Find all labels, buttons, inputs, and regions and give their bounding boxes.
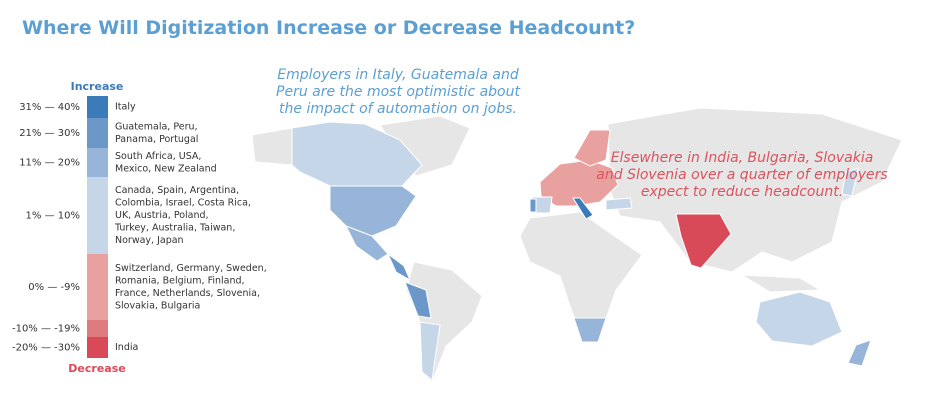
italy — [572, 197, 594, 220]
legend-swatch — [87, 148, 108, 177]
peru — [404, 281, 432, 319]
country-list: Italy — [115, 102, 136, 113]
country-list: Colombia, Israel, Costa Rica, — [115, 198, 251, 209]
country-list: Canada, Spain, Argentina, — [115, 185, 239, 196]
usa — [329, 185, 417, 237]
country-list: Switzerland, Germany, Sweden, — [115, 263, 267, 274]
decrease-label: Decrease — [68, 362, 125, 375]
japan — [841, 167, 859, 197]
canada — [291, 121, 423, 187]
legend: Increase 31% — 40% Italy 21% — 30% Guatemala… — [12, 80, 267, 375]
argentina — [419, 321, 441, 381]
new-zealand — [847, 339, 872, 367]
annotation-optimistic: Employers in Italy, Guatemala and — [277, 67, 519, 83]
legend-swatch — [87, 96, 108, 118]
increase-label: Increase — [71, 80, 124, 93]
legend-swatch — [87, 118, 108, 148]
south-america — [405, 261, 483, 383]
range-label: -20% — -30% — [12, 343, 80, 354]
country-list: Norway, Japan — [115, 235, 184, 246]
alaska — [251, 127, 293, 166]
country-list: Mexico, New Zealand — [115, 163, 217, 174]
scandinavia — [573, 129, 611, 167]
range-label: 31% — 40% — [19, 102, 80, 113]
range-label: 21% — 30% — [19, 128, 80, 139]
country-list: Turkey, Australia, Taiwan, — [114, 223, 235, 234]
turkey — [605, 197, 633, 211]
range-label: -10% — -19% — [12, 324, 80, 335]
country-list: France, Netherlands, Slovenia, — [115, 288, 260, 299]
country-list: South Africa, USA, — [115, 151, 201, 162]
portugal — [529, 198, 537, 213]
mexico — [344, 225, 389, 262]
annotation-pessimistic: and Slovenia over a quarter of employers — [596, 167, 887, 183]
range-label: 11% — 20% — [19, 158, 80, 169]
legend-swatch — [87, 320, 108, 337]
australia — [755, 291, 843, 347]
annotation-pessimistic: expect to reduce headcount. — [641, 184, 843, 200]
south-africa — [573, 317, 607, 343]
country-list: Panama, Portugal — [115, 134, 198, 145]
country-list: Guatemala, Peru, — [115, 121, 198, 132]
title: Where Will Digitization Increase or Decr… — [22, 17, 635, 39]
central-america — [386, 252, 412, 282]
country-list: UK, Austria, Poland, — [115, 210, 209, 221]
country-list: Slovakia, Bulgaria — [115, 300, 200, 311]
india — [675, 213, 732, 269]
legend-swatch — [87, 254, 108, 320]
range-label: 0% — -9% — [28, 282, 80, 293]
legend-swatch — [87, 177, 108, 254]
annotation-optimistic: the impact of automation on jobs. — [279, 101, 517, 117]
annotation-optimistic: Peru are the most optimistic about — [276, 84, 520, 100]
indonesia — [741, 274, 822, 293]
annotation-pessimistic: Elsewhere in India, Bulgaria, Slovakia — [611, 150, 874, 166]
world-map — [251, 107, 903, 383]
country-list: India — [115, 342, 138, 353]
range-label: 1% — 10% — [26, 211, 80, 222]
country-list: Romania, Belgium, Finland, — [115, 275, 245, 286]
legend-swatch — [87, 337, 108, 358]
